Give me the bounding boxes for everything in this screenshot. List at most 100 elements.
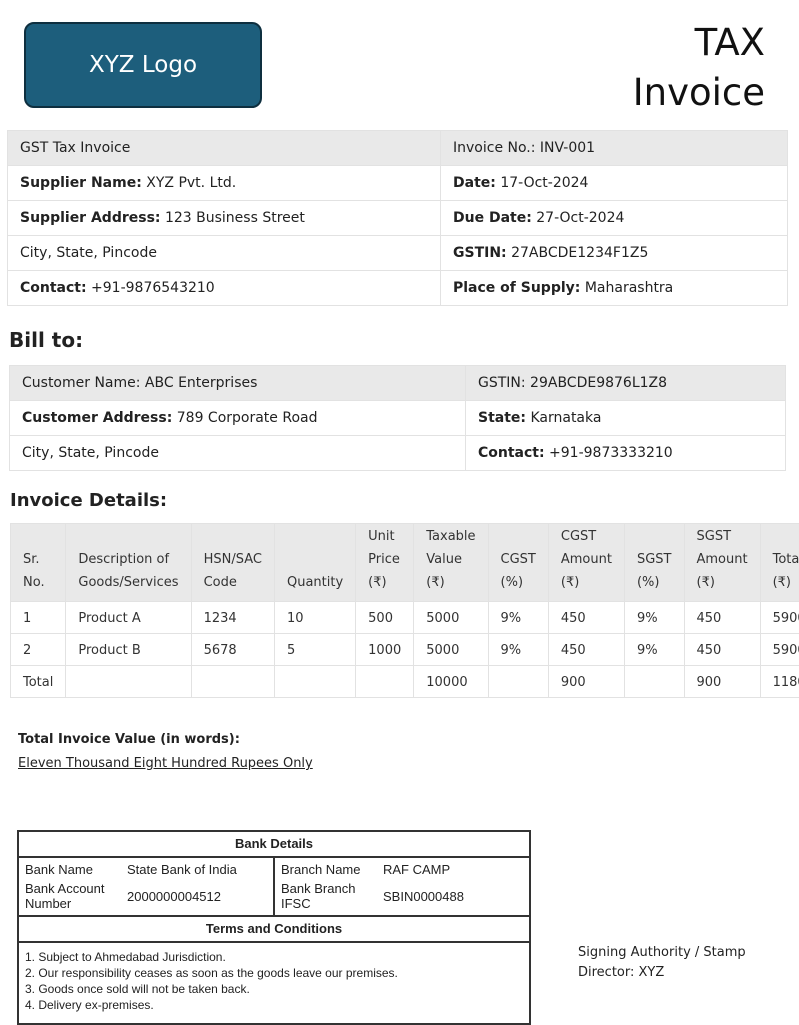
term-item: 2. Our responsibility ceases as soon as …	[25, 965, 523, 981]
table-cell	[624, 666, 684, 698]
table-cell: 9%	[488, 602, 548, 634]
supplier-city: City, State, Pincode	[8, 236, 441, 271]
column-header-line: Amount	[697, 548, 748, 571]
table-cell: 500	[356, 602, 414, 634]
table-cell: 450	[548, 634, 624, 666]
company-logo: XYZ Logo	[24, 22, 262, 108]
column-header-line: SGST	[697, 525, 748, 548]
column-header: Total(₹)	[760, 524, 799, 602]
table-cell: 450	[684, 602, 760, 634]
branch-label: Branch Name	[281, 862, 383, 877]
title-line: TAX	[633, 18, 765, 68]
heading: GST Tax Invoice	[8, 131, 441, 166]
table-cell: 9%	[624, 634, 684, 666]
supplier-name: Supplier Name: XYZ Pvt. Ltd.	[8, 166, 441, 201]
table-cell: 9%	[488, 634, 548, 666]
bank-name-label: Bank Name	[25, 862, 127, 877]
column-header-line: (%)	[637, 571, 672, 594]
bill-to-heading: Bill to:	[9, 328, 83, 352]
bank-details-heading: Bank Details	[19, 832, 529, 858]
date: Date: 17-Oct-2024	[441, 166, 788, 201]
customer-gstin: GSTIN: 29ABCDE9876L1Z8	[466, 366, 786, 401]
table-cell: 5678	[191, 634, 274, 666]
table-cell: 10	[274, 602, 355, 634]
column-header-line: CGST	[501, 548, 536, 571]
supplier-contact: Contact: +91-9876543210	[8, 271, 441, 306]
column-header-line: Taxable	[426, 525, 475, 548]
terms-list: 1. Subject to Ahmedabad Jurisdiction. 2.…	[19, 943, 529, 1023]
account-number: 2000000004512	[127, 889, 267, 904]
column-header-line: (₹)	[561, 571, 612, 594]
column-header-line: SGST	[637, 548, 672, 571]
customer-state: State: Karnataka	[466, 401, 786, 436]
due-date: Due Date: 27-Oct-2024	[441, 201, 788, 236]
invoice-no: Invoice No.: INV-001	[441, 131, 788, 166]
term-item: 4. Delivery ex-premises.	[25, 997, 523, 1013]
column-header-line: HSN/SAC	[204, 548, 262, 571]
place-of-supply: Place of Supply: Maharashtra	[441, 271, 788, 306]
director: Director: XYZ	[578, 963, 746, 983]
terms-heading: Terms and Conditions	[19, 917, 529, 943]
column-header: SGST(%)	[624, 524, 684, 602]
column-header: Sr.No.	[11, 524, 66, 602]
title-line: Invoice	[633, 68, 765, 118]
total-words-value: Eleven Thousand Eight Hundred Rupees Onl…	[18, 756, 313, 771]
table-cell: 1000	[356, 634, 414, 666]
column-header-line: (₹)	[773, 571, 799, 594]
table-cell: 1	[11, 602, 66, 634]
gstin: GSTIN: 27ABCDE1234F1Z5	[441, 236, 788, 271]
term-item: 1. Subject to Ahmedabad Jurisdiction.	[25, 949, 523, 965]
table-cell: 5000	[414, 602, 488, 634]
table-cell: 5900	[760, 602, 799, 634]
signing-authority: Signing Authority / Stamp	[578, 943, 746, 963]
customer-contact: Contact: +91-9873333210	[466, 436, 786, 471]
table-cell: 9%	[624, 602, 684, 634]
column-header-line: Unit	[368, 525, 401, 548]
column-header-line: (₹)	[426, 571, 475, 594]
column-header-line: Description of	[78, 548, 178, 571]
table-cell: 5000	[414, 634, 488, 666]
table-cell: Product B	[66, 634, 191, 666]
column-header-line: Sr.	[23, 548, 53, 571]
customer-city: City, State, Pincode	[10, 436, 466, 471]
column-header-line: Quantity	[287, 571, 343, 594]
ifsc: SBIN0000488	[383, 889, 523, 904]
ifsc-label: Bank Branch IFSC	[281, 881, 383, 911]
customer-address: Customer Address: 789 Corporate Road	[10, 401, 466, 436]
table-cell: Total	[11, 666, 66, 698]
term-item: 3. Goods once sold will not be taken bac…	[25, 981, 523, 997]
table-cell: 11800	[760, 666, 799, 698]
column-header-line: Code	[204, 571, 262, 594]
table-cell: 5900	[760, 634, 799, 666]
table-cell: 1234	[191, 602, 274, 634]
column-header-line: No.	[23, 571, 53, 594]
branch-name: RAF CAMP	[383, 862, 523, 877]
table-cell: 5	[274, 634, 355, 666]
table-cell: 450	[548, 602, 624, 634]
table-cell	[191, 666, 274, 698]
invoice-details-heading: Invoice Details:	[10, 490, 167, 511]
column-header-line: (₹)	[368, 571, 401, 594]
column-header-line: (%)	[501, 571, 536, 594]
table-cell: 900	[548, 666, 624, 698]
column-header-line: (₹)	[697, 571, 748, 594]
table-cell	[66, 666, 191, 698]
table-cell	[356, 666, 414, 698]
customer-name: Customer Name: ABC Enterprises	[10, 366, 466, 401]
table-cell: 450	[684, 634, 760, 666]
table-cell: 10000	[414, 666, 488, 698]
column-header-line: Total	[773, 548, 799, 571]
signature-block: Signing Authority / Stamp Director: XYZ	[578, 943, 746, 983]
column-header-line: Value	[426, 548, 475, 571]
account-label: Bank Account Number	[25, 881, 127, 911]
